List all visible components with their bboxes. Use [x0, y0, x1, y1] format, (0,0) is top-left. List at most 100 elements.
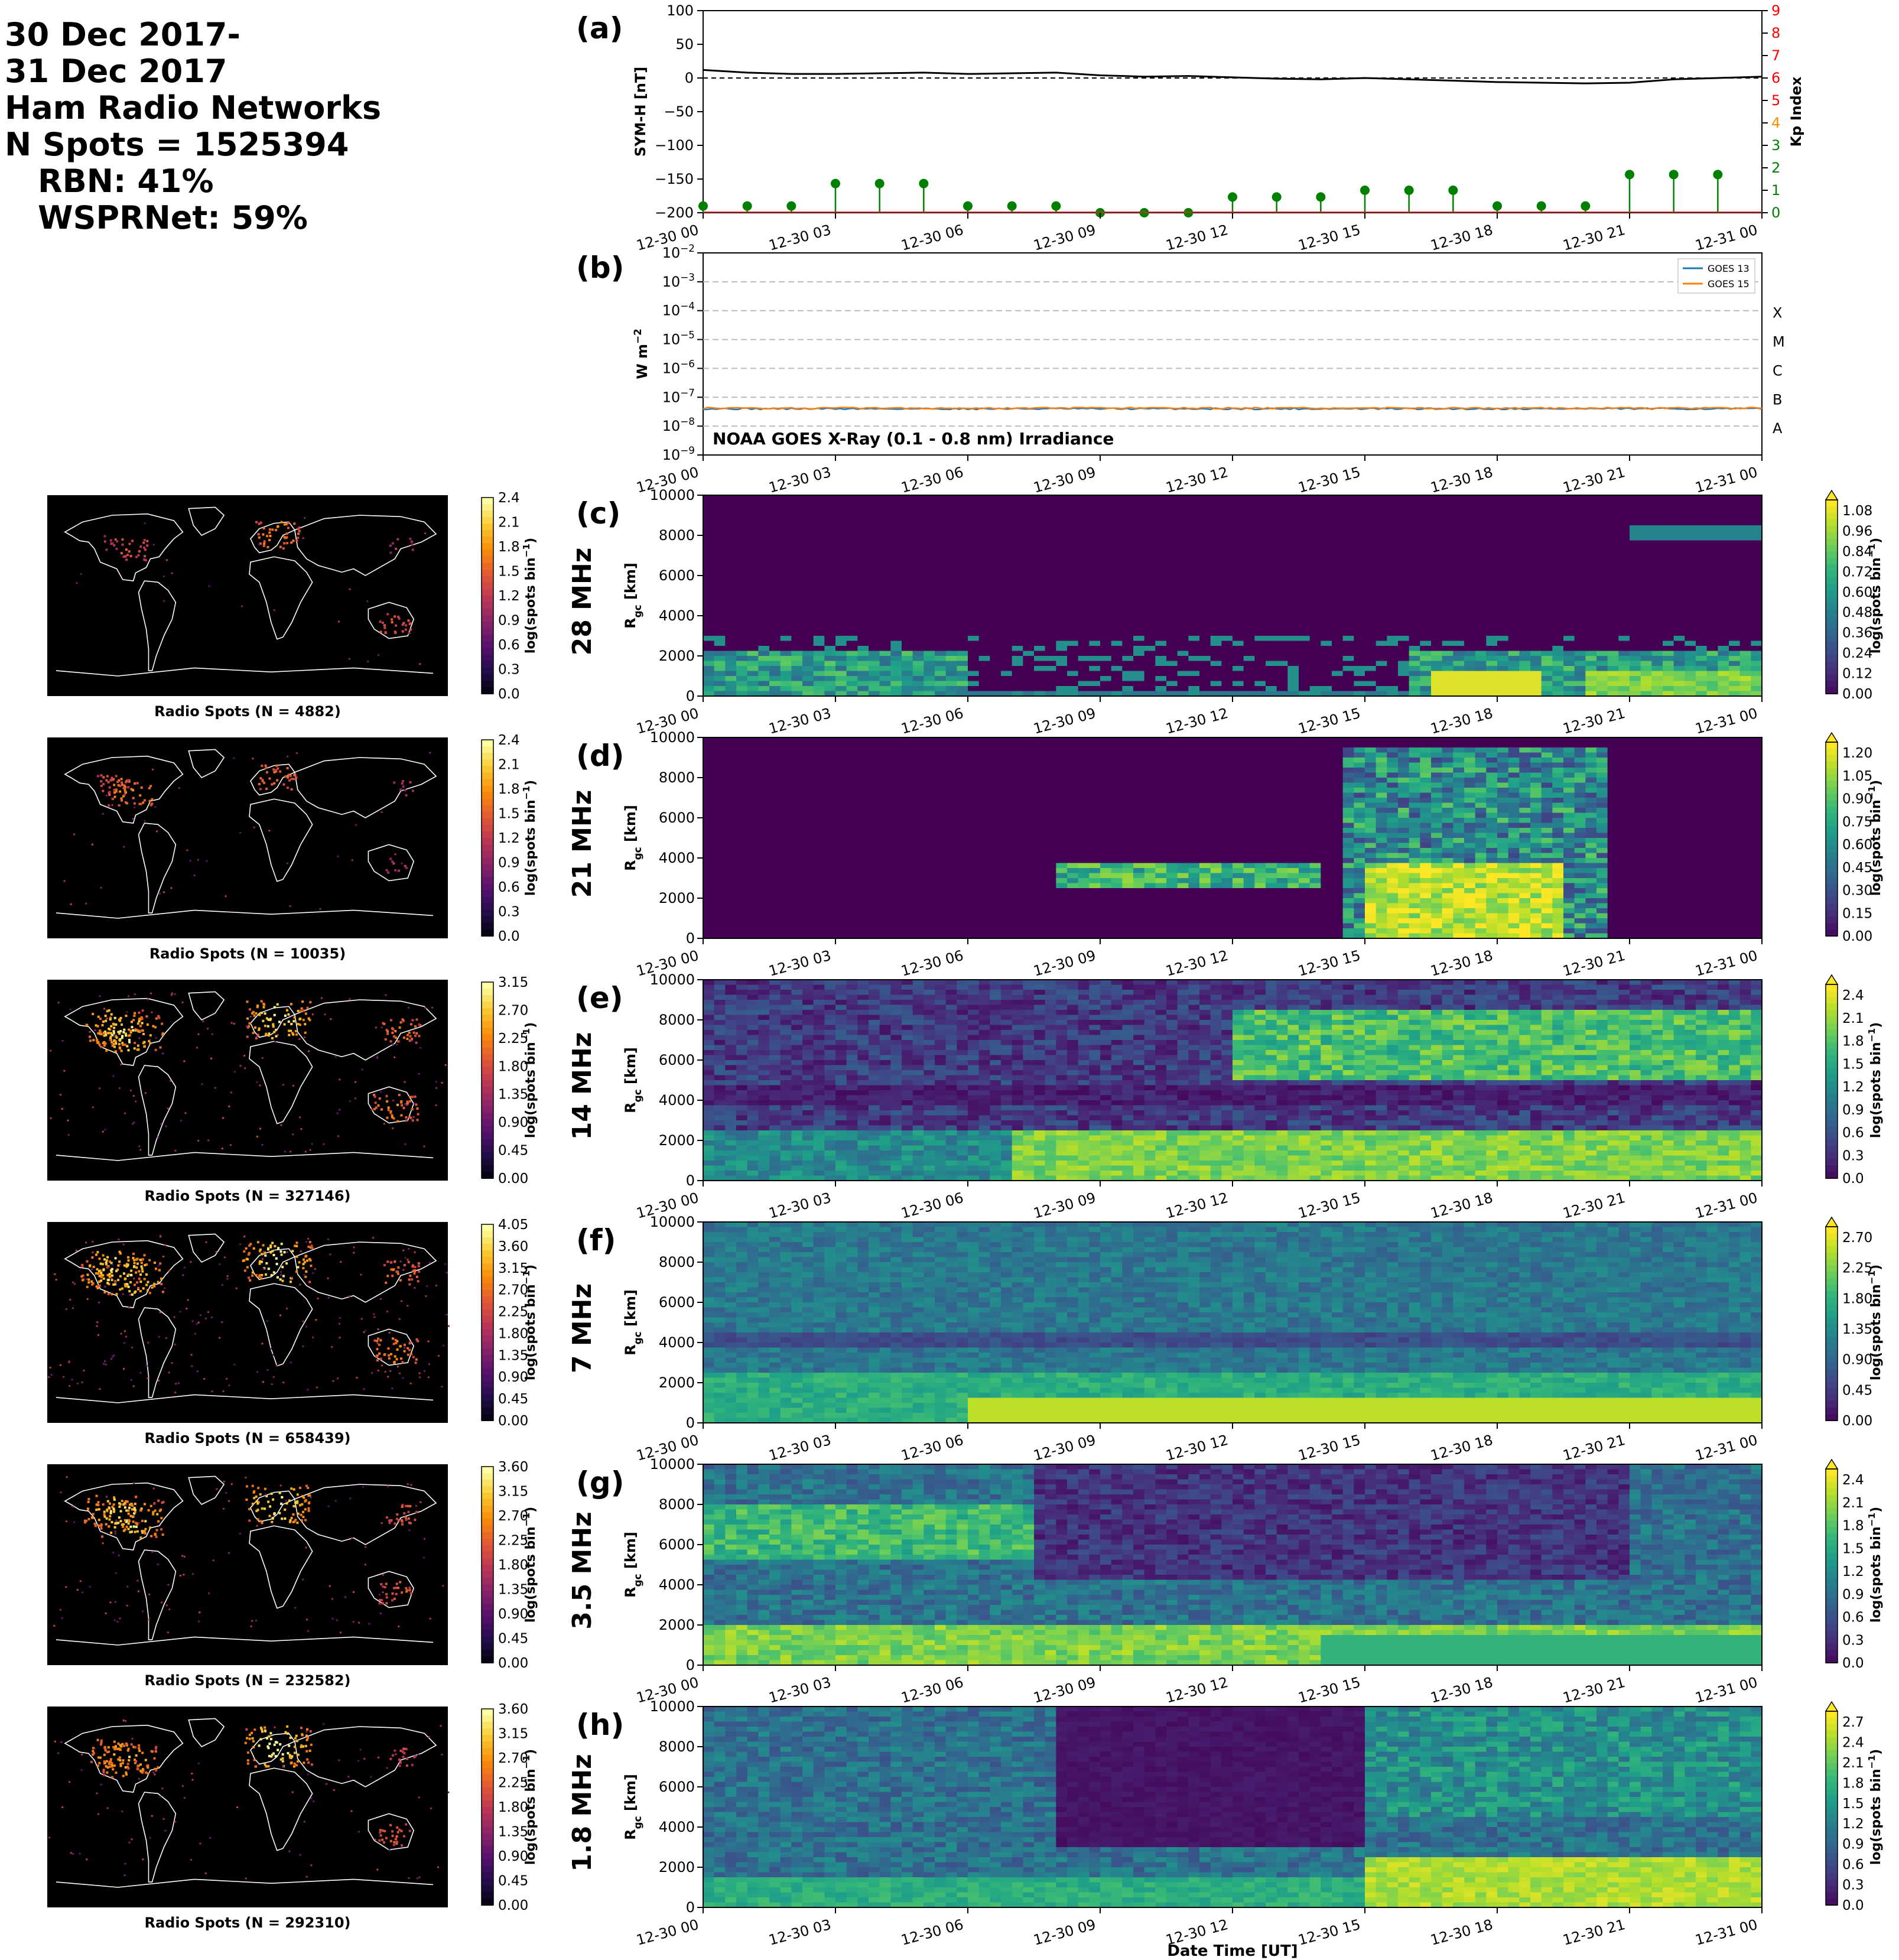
heatmap-cell [703, 531, 714, 536]
heatmap-cell [1740, 661, 1751, 667]
heatmap-cell [1718, 611, 1729, 616]
heatmap-cell [1641, 686, 1652, 691]
heatmap-cell [1100, 511, 1111, 516]
map-spot [163, 600, 165, 602]
heatmap-cell [1233, 631, 1244, 636]
heatmap-cell [1144, 581, 1156, 586]
map-spot [283, 536, 285, 538]
heatmap-cell [1277, 596, 1288, 601]
heatmap-cell [1343, 555, 1354, 561]
heatmap-cell [1398, 561, 1409, 566]
heatmap-cell [1078, 641, 1090, 646]
heatmap-cell [1166, 511, 1178, 516]
heatmap-cell [769, 737, 781, 743]
heatmap-cell [1111, 525, 1123, 531]
heatmap-cell [1464, 535, 1475, 541]
heatmap-cell [1310, 505, 1321, 511]
heatmap-cell [1023, 676, 1034, 681]
heatmap-cell [1542, 525, 1553, 531]
heatmap-cell [1475, 651, 1487, 656]
heatmap-cell [835, 656, 847, 661]
heatmap-cell [725, 808, 736, 813]
heatmap-cell [935, 545, 946, 551]
heatmap-cell [1254, 616, 1266, 621]
heatmap-cell [913, 505, 924, 511]
map-spot [355, 824, 357, 826]
heatmap-cell [1166, 581, 1178, 586]
heatmap-cell [1287, 581, 1299, 586]
heatmap-cell [1486, 646, 1497, 651]
heatmap-cell [1211, 571, 1222, 576]
heatmap-cell [824, 863, 835, 869]
heatmap-cell [814, 646, 825, 651]
heatmap-cell [1575, 681, 1586, 687]
heatmap-cell [1211, 500, 1222, 506]
heatmap-cell [1663, 551, 1674, 556]
heatmap-cell [979, 661, 990, 667]
heatmap-cell [1696, 671, 1707, 677]
heatmap-cell [791, 601, 802, 606]
heatmap-cell [1453, 601, 1464, 606]
heatmap-cell [769, 758, 781, 763]
heatmap-cell [1596, 576, 1608, 581]
heatmap-cell [1696, 661, 1707, 667]
heatmap-cell [1254, 611, 1266, 616]
heatmap-cell [1475, 636, 1487, 641]
heatmap-cell [758, 495, 769, 500]
heatmap-cell [1211, 581, 1222, 586]
heatmap-cell [736, 621, 747, 626]
heatmap-cell [1178, 591, 1189, 596]
heatmap-cell [1287, 671, 1299, 677]
heatmap-cell [1254, 586, 1266, 591]
heatmap-cell [781, 651, 792, 656]
heatmap-cell [1398, 581, 1409, 586]
heatmap-cell [1475, 515, 1487, 521]
axis-b-tick-label: 12-30 06 [899, 464, 965, 496]
map-colorbar-segment [482, 635, 493, 642]
heatmap-cell [1034, 511, 1045, 516]
heatmap-cell [869, 505, 880, 511]
heatmap-cell [1453, 621, 1464, 626]
heatmap-cell [781, 636, 792, 641]
heatmap-cell [1663, 596, 1674, 601]
heatmap-cell [1199, 656, 1211, 661]
map-spot [396, 538, 399, 541]
heatmap-cell [1012, 555, 1023, 561]
heatmap-cell [1233, 651, 1244, 656]
heatmap-cell [1067, 576, 1078, 581]
heatmap-cell [979, 626, 990, 631]
heatmap-cell [1740, 591, 1751, 596]
heatmap-cell [1751, 515, 1762, 521]
heatmap-cell [1608, 611, 1619, 616]
heatmap-cell [1067, 521, 1078, 526]
heatmap-cell [1089, 596, 1100, 601]
heatmap-cell [1398, 666, 1409, 671]
map-colorbar-segment [482, 655, 493, 662]
heatmap-cell [1718, 651, 1729, 656]
heatmap-cell [1486, 551, 1497, 556]
heatmap-cell [1530, 651, 1542, 656]
heatmap-cell [1608, 676, 1619, 681]
heatmap-cell [847, 531, 858, 536]
heatmap-cell [1221, 495, 1233, 500]
heatmap-cell [769, 671, 781, 677]
heatmap-cell [1287, 545, 1299, 551]
heatmap-cell [1530, 656, 1542, 661]
heatmap-cell [1144, 646, 1156, 651]
heatmap-cell [1651, 591, 1663, 596]
heatmap-cell [1453, 631, 1464, 636]
heatmap-cell [890, 521, 902, 526]
heatmap-cell [1299, 601, 1310, 606]
heatmap-cell [814, 914, 825, 919]
heatmap-cell [1674, 586, 1685, 591]
heatmap-cell [869, 641, 880, 646]
heatmap-cell [714, 793, 726, 798]
heatmap-cell [1431, 621, 1442, 626]
heatmap-cell [1630, 686, 1641, 691]
heatmap-cell [814, 848, 825, 853]
heatmap-cell [1409, 666, 1420, 671]
heatmap-cell [1122, 601, 1133, 606]
heatmap-cell [1387, 565, 1398, 571]
heatmap-cell [1078, 656, 1090, 661]
heatmap-cell [924, 531, 935, 536]
